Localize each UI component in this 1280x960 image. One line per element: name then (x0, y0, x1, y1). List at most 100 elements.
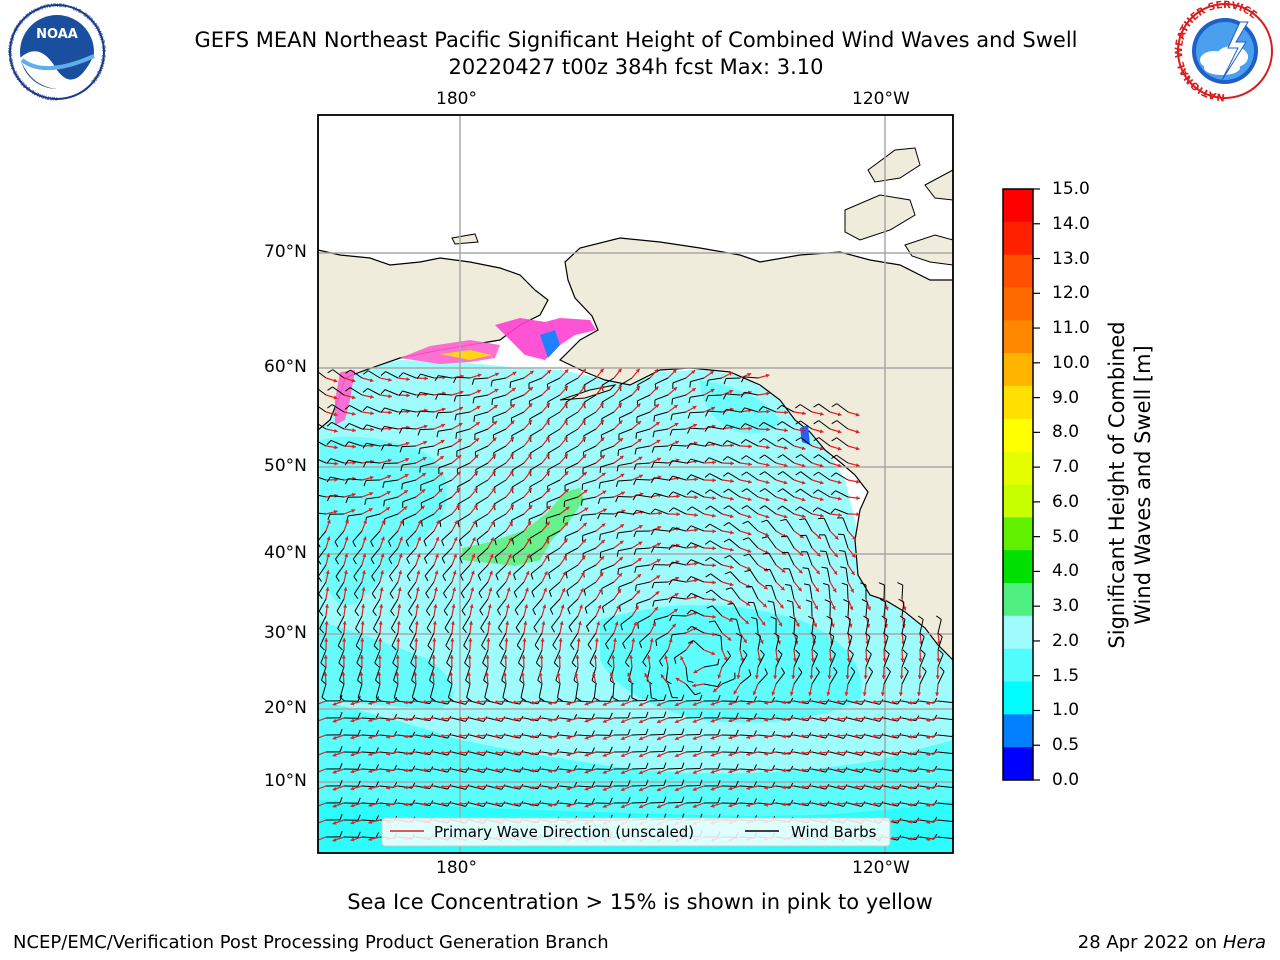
wind-barb (653, 411, 669, 422)
wave-arrow (379, 587, 384, 600)
wave-arrow (505, 621, 510, 634)
wave-arrow (703, 580, 717, 585)
wind-barb (362, 406, 381, 413)
wave-arrow (566, 734, 579, 740)
wave-arrow (810, 649, 815, 663)
wave-arrow (811, 496, 824, 502)
wave-arrow (685, 423, 698, 430)
wave-arrow (674, 802, 687, 809)
wave-arrow (467, 654, 472, 668)
wave-arrow (487, 404, 499, 413)
wind-barb (616, 530, 633, 539)
wave-arrow (872, 768, 885, 773)
wind-barb (599, 462, 615, 474)
wind-barb (546, 496, 561, 509)
wind-barb (407, 581, 417, 599)
wind-barb (739, 713, 757, 720)
footer-date: 28 Apr 2022 on Hera (1078, 932, 1266, 953)
wave-arrow (829, 564, 838, 576)
wave-arrow (379, 410, 393, 415)
wave-arrow (505, 470, 514, 481)
wind-barb (577, 781, 595, 788)
wave-arrow (595, 368, 605, 379)
wave-arrow (523, 386, 534, 396)
wind-barb (762, 552, 777, 566)
wind-barb (829, 666, 838, 685)
wind-barb (391, 632, 399, 651)
wave-arrow (818, 784, 831, 789)
wind-barb (937, 649, 944, 668)
wave-arrow (325, 428, 338, 433)
wave-arrow (746, 734, 759, 740)
wave-arrow (541, 587, 548, 600)
wind-barb (721, 712, 739, 719)
wave-arrow (451, 406, 464, 413)
wave-arrow (343, 444, 357, 449)
wave-arrow (368, 768, 381, 774)
wave-arrow (556, 672, 561, 685)
wave-arrow (656, 751, 669, 758)
wave-arrow (476, 716, 489, 721)
wind-barb (318, 458, 327, 464)
wave-arrow (926, 734, 939, 740)
wave-arrow (523, 570, 530, 583)
wave-arrow (721, 461, 735, 466)
wind-barb (775, 748, 794, 755)
wave-arrow (440, 716, 453, 721)
wave-arrow (368, 836, 381, 842)
wave-arrow (808, 683, 813, 696)
wind-barb (735, 632, 742, 651)
wind-barb (375, 666, 381, 685)
wave-arrow (325, 411, 338, 417)
wave-arrow (926, 819, 939, 825)
wave-arrow (746, 768, 759, 774)
wind-barb (371, 564, 381, 582)
wave-arrow (487, 453, 497, 464)
wave-arrow (656, 785, 669, 792)
wave-arrow (789, 683, 795, 696)
wind-barb (513, 564, 525, 581)
wave-arrow (854, 733, 867, 738)
wind-barb (372, 598, 381, 617)
wave-arrow (739, 564, 752, 571)
wind-barb (721, 797, 739, 804)
wind-barb (586, 615, 597, 632)
wave-arrow (512, 802, 525, 807)
wave-arrow (757, 513, 770, 519)
wind-barb (343, 797, 361, 804)
wind-barb (397, 714, 416, 721)
wind-barb (344, 459, 363, 466)
wave-arrow (836, 801, 849, 806)
wave-arrow (836, 733, 849, 738)
legend-wave-label: Primary Wave Direction (unscaled) (434, 823, 694, 841)
wave-arrow (827, 666, 832, 680)
wind-barb (474, 428, 489, 441)
wind-barb (520, 683, 527, 702)
footer-org: NCEP/EMC/Verification Post Processing Pr… (13, 932, 609, 953)
wave-arrow (890, 768, 903, 773)
wind-barb (685, 694, 703, 702)
wave-arrow (451, 553, 457, 566)
wave-arrow (703, 529, 717, 534)
wind-barb (687, 640, 705, 651)
lon-tick-top-120w: 120°W (852, 89, 910, 109)
wave-arrow (505, 537, 513, 549)
wave-arrow (847, 530, 857, 541)
wave-arrow (757, 581, 768, 590)
wind-barb (494, 530, 507, 546)
wave-arrow (584, 802, 597, 808)
wave-arrow (649, 439, 661, 447)
wind-barb (327, 386, 345, 396)
wind-barb (577, 730, 595, 737)
wind-barb (703, 658, 720, 668)
wind-barb (631, 683, 638, 701)
wave-arrow (404, 802, 417, 807)
wave-arrow (487, 487, 496, 498)
wave-arrow (343, 570, 348, 583)
wave-arrow (935, 683, 940, 696)
wind-barb (792, 632, 798, 651)
chart-title: GEFS MEAN Northeast Pacific Significant … (194, 28, 1078, 52)
wave-arrow (739, 479, 752, 484)
wave-arrow (469, 405, 481, 413)
wind-barb (782, 551, 795, 566)
